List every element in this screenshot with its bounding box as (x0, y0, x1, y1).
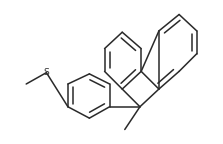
Text: S: S (43, 68, 49, 77)
